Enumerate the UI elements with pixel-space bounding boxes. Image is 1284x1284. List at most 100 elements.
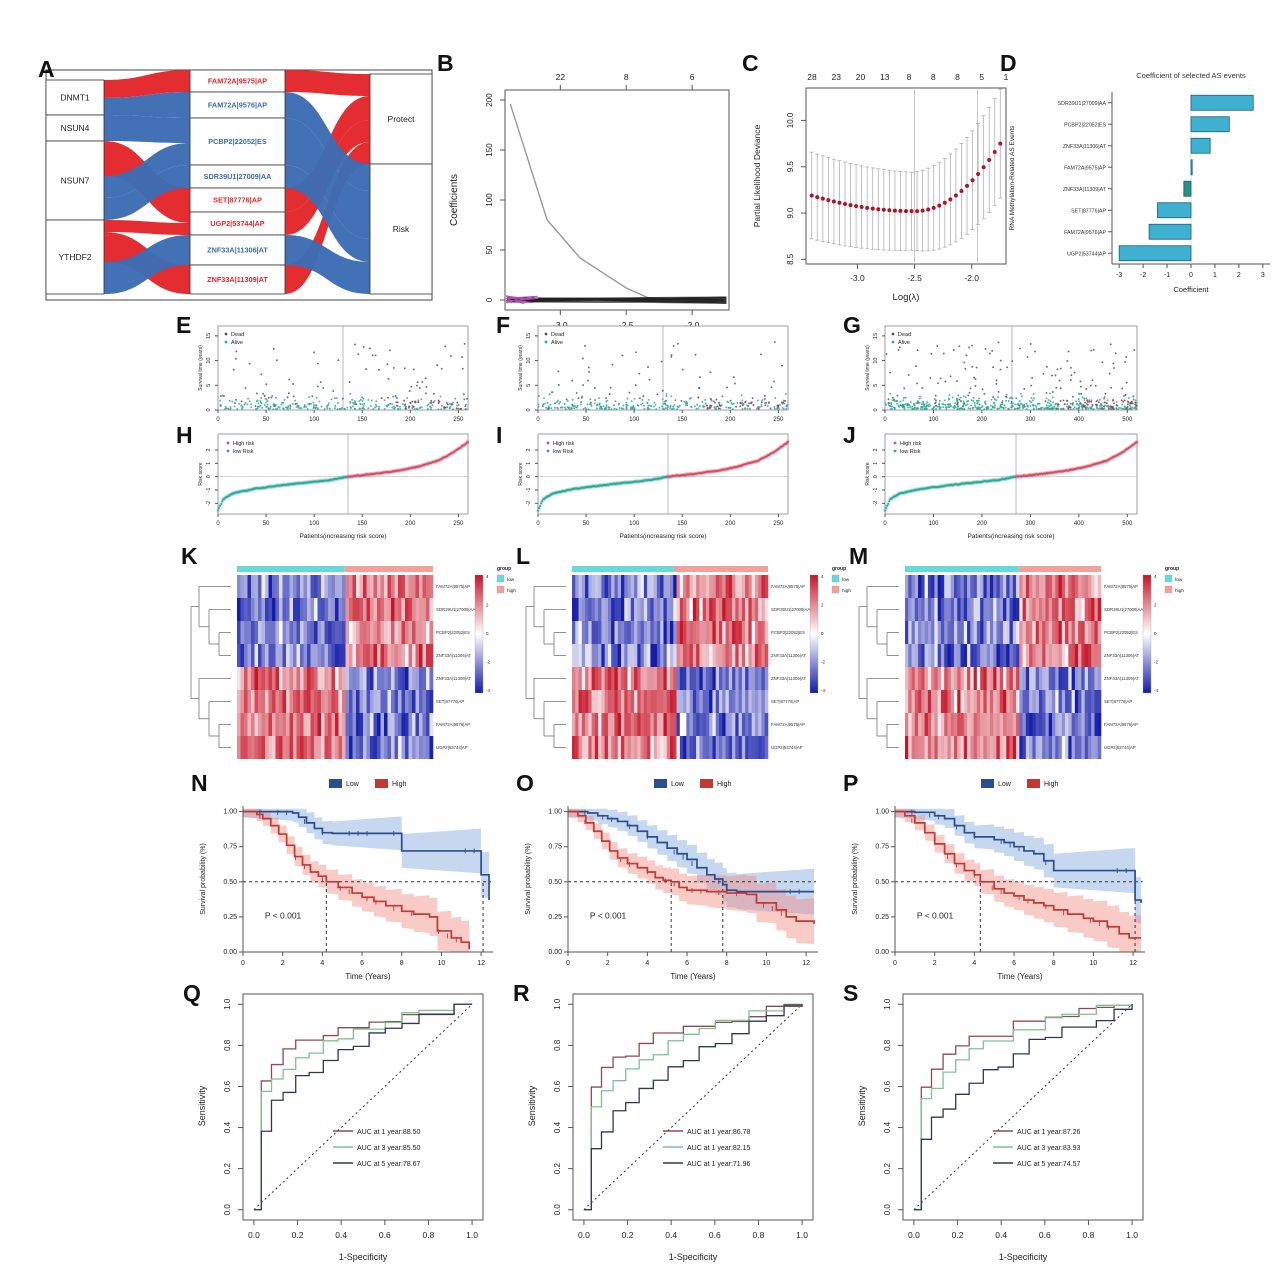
svg-text:0: 0	[566, 960, 570, 967]
svg-text:PCBP2|22052|ES: PCBP2|22052|ES	[1104, 630, 1138, 635]
svg-text:-2: -2	[821, 660, 825, 665]
svg-text:0.00: 0.00	[223, 949, 237, 956]
svg-text:FAM72A|9575|AP: FAM72A|9575|AP	[771, 584, 805, 589]
svg-text:FAM72A|9576|AP: FAM72A|9576|AP	[771, 722, 805, 727]
svg-text:23: 23	[832, 72, 842, 82]
svg-text:2: 2	[526, 448, 532, 451]
svg-text:0: 0	[216, 417, 220, 423]
panel-r-roc-curve: R 0.0 0.0 0.2 0.2 0.4 0.4 0.6 0.6 0.8 0.8 1.0 1.0 AUC…	[513, 982, 831, 1272]
risk-curve-chart: -2 -1 0 1 2 0 100 200 300 400 500 High risk low Risk…	[843, 424, 1145, 546]
svg-text:0.75: 0.75	[548, 844, 562, 851]
panel-h-risk-score-curve: H -2 -1 0 1 2 0 50 100 150 200 250 High risk low Risk…	[176, 424, 476, 546]
svg-text:FAM72A|9576|AP: FAM72A|9576|AP	[1104, 722, 1138, 727]
svg-text:0.75: 0.75	[223, 844, 237, 851]
panel-a-sankey-diagram: A DNMT1 NSUN4 NSUN7 YTHDF2 FAM72A|9575|AP FAM7…	[38, 58, 440, 308]
svg-text:150: 150	[357, 521, 368, 527]
svg-text:5: 5	[526, 384, 532, 387]
panel-m-heatmap: M FAM72A|9575|AP SDR39U1|27009|AA PCBP2|220…	[849, 545, 1187, 767]
svg-text:group: group	[832, 566, 846, 572]
svg-text:High risk: High risk	[553, 441, 575, 447]
svg-text:13: 13	[880, 72, 890, 82]
panel-letter-i: I	[496, 422, 503, 448]
svg-text:low: low	[507, 577, 515, 583]
svg-text:PCBP2|22052|ES: PCBP2|22052|ES	[1064, 122, 1106, 128]
svg-text:200: 200	[725, 417, 736, 423]
svg-text:1: 1	[1213, 272, 1217, 279]
svg-text:high: high	[1175, 588, 1184, 594]
svg-text:Coefficients: Coefficients	[449, 174, 460, 226]
cv-chart: 28 23 20 13 8 8 8 5 1 -3.0 -2.5 -2.0 8.5 9.0 9.5 10.0 Lo…	[742, 52, 1022, 312]
svg-text:8: 8	[907, 72, 912, 82]
svg-text:8: 8	[955, 72, 960, 82]
panel-f-survival-scatter: F 0 5 10 15 0 50 100 150 200 250 Dead Alive Survival …	[496, 314, 796, 426]
svg-text:-2.0: -2.0	[964, 273, 979, 283]
svg-text:100: 100	[309, 521, 320, 527]
svg-text:300: 300	[1025, 521, 1036, 527]
svg-text:0: 0	[873, 475, 879, 478]
svg-text:-2.5: -2.5	[619, 320, 634, 330]
panel-letter-b: B	[437, 50, 454, 76]
heatmap-chart: FAM72A|9575|AP SDR39U1|27009|AA PCBP2|2205…	[849, 545, 1187, 767]
svg-text:8: 8	[400, 960, 404, 967]
heatmap-chart: FAM72A|9575|AP SDR39U1|27009|AA PCBP2|2205…	[516, 545, 854, 767]
svg-text:Time (Years): Time (Years)	[345, 972, 391, 981]
svg-text:UGP2|53744|AP: UGP2|53744|AP	[1067, 251, 1106, 257]
svg-text:0: 0	[536, 521, 540, 527]
svg-text:-2: -2	[526, 501, 532, 506]
svg-text:6: 6	[690, 72, 695, 82]
svg-text:-3.0: -3.0	[553, 320, 568, 330]
svg-text:ZNF33A|11309|AT: ZNF33A|11309|AT	[1063, 187, 1107, 193]
panel-b-lasso-coefficients: B-3.0-2.5-2.02286050100150200Log LambdaC…	[437, 52, 739, 392]
svg-text:9.5: 9.5	[786, 161, 795, 173]
svg-text:Alive: Alive	[231, 340, 243, 346]
svg-text:50: 50	[263, 417, 270, 423]
svg-text:Log(λ): Log(λ)	[893, 292, 920, 303]
svg-text:-2: -2	[1140, 272, 1146, 279]
panel-n-km-curve: N 0.00 0.25 0.50 0.75 1.00 0 2 4 6 8 10 12 Low High P <…	[191, 772, 506, 987]
svg-text:ZNF33A|11306|AT: ZNF33A|11306|AT	[207, 246, 268, 255]
panel-letter-g: G	[843, 312, 861, 338]
panel-q-roc-curve: Q 0.0 0.0 0.2 0.2 0.4 0.4 0.6 0.6 0.8 0.8 1.0 1.0 AUC…	[183, 982, 501, 1272]
svg-text:ZNF33A|11306|AT: ZNF33A|11306|AT	[436, 653, 471, 658]
svg-text:10.0: 10.0	[786, 112, 795, 128]
svg-text:0.25: 0.25	[548, 914, 562, 921]
svg-text:2: 2	[821, 603, 824, 608]
svg-text:150: 150	[485, 143, 494, 157]
heatmap-chart: FAM72A|9575|AP SDR39U1|27009|AA PCBP2|2205…	[181, 545, 519, 767]
scatter-chart: 0 5 10 15 0 50 100 150 200 250 Dead Alive Survival t…	[496, 314, 796, 426]
svg-text:Risk score: Risk score	[518, 462, 524, 486]
svg-text:-2.5: -2.5	[907, 273, 922, 283]
svg-text:0: 0	[1189, 272, 1193, 279]
svg-text:500: 500	[1122, 417, 1133, 423]
svg-text:Partial Likelihood Deviance: Partial Likelihood Deviance	[752, 124, 762, 227]
svg-text:SET|87776|AP: SET|87776|AP	[213, 196, 262, 205]
svg-text:-1: -1	[873, 488, 879, 493]
panel-i-risk-score-curve: I -2 -1 0 1 2 0 50 100 150 200 250 High risk low Risk…	[496, 424, 796, 546]
svg-text:4: 4	[1154, 574, 1157, 579]
svg-text:Dead: Dead	[898, 332, 911, 338]
svg-text:0: 0	[241, 960, 245, 967]
svg-text:2: 2	[486, 603, 489, 608]
svg-text:8: 8	[624, 72, 629, 82]
svg-text:High: High	[392, 781, 407, 788]
svg-text:PCBP2|22052|ES: PCBP2|22052|ES	[208, 137, 267, 146]
svg-text:PCBP2|22052|ES: PCBP2|22052|ES	[771, 630, 805, 635]
svg-text:Dead: Dead	[551, 332, 564, 338]
svg-text:12: 12	[477, 960, 485, 967]
panel-e-survival-scatter: E 0 5 10 15 0 50 100 150 200 250 Dead Alive Survival …	[176, 314, 476, 426]
panel-letter-e: E	[176, 312, 192, 338]
svg-text:15: 15	[526, 333, 532, 339]
svg-text:UGP2|53744|AP: UGP2|53744|AP	[771, 745, 803, 750]
svg-text:low: low	[1175, 577, 1183, 583]
svg-text:5: 5	[206, 384, 212, 387]
roc-chart: 0.0 0.0 0.2 0.2 0.4 0.4 0.6 0.6 0.8 0.8 1.0 1.0 AUC …	[183, 982, 501, 1272]
svg-text:200: 200	[405, 417, 416, 423]
svg-text:UGP2|53744|AP: UGP2|53744|AP	[436, 745, 468, 750]
svg-text:-3: -3	[1116, 272, 1122, 279]
svg-text:0: 0	[485, 297, 494, 302]
panel-letter-h: H	[176, 422, 193, 448]
risk-curve-chart: -2 -1 0 1 2 0 50 100 150 200 250 High risk low Risk R…	[496, 424, 796, 546]
svg-text:1.00: 1.00	[223, 809, 237, 816]
svg-text:Alive: Alive	[898, 340, 910, 346]
bar-chart: Coefficient of selected AS events -3 -2 -1 0…	[1000, 52, 1282, 312]
